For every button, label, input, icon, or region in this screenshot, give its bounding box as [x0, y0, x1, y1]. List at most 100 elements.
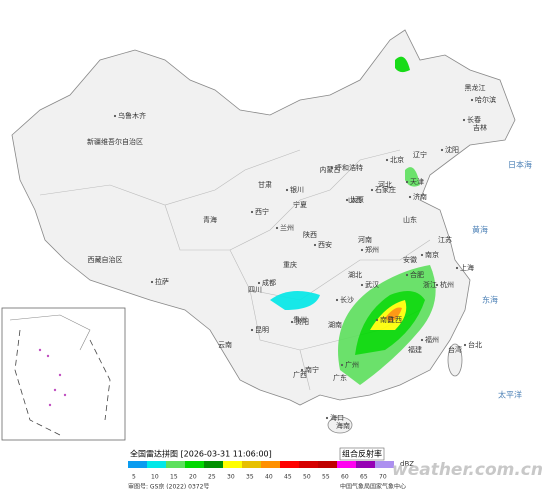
sea-label: 太平洋	[498, 390, 522, 400]
city-dot	[470, 98, 474, 102]
agency: 中国气象局国家气象中心	[340, 483, 406, 491]
sea-label: 日本海	[508, 160, 532, 170]
province-label: 四川	[248, 286, 262, 294]
province-label: 山西	[348, 195, 362, 204]
province-label: 河南	[358, 235, 372, 244]
scale-label: 45	[284, 474, 292, 481]
city-label: 北京	[390, 155, 404, 164]
scale-cell	[280, 461, 299, 468]
scale-cell	[299, 461, 318, 468]
province-label: 重庆	[283, 260, 297, 269]
city-label: 南京	[425, 250, 439, 259]
inset-south-china-sea	[1, 307, 126, 441]
city-label: 沈阳	[445, 145, 459, 154]
city-dot	[290, 320, 294, 324]
province-label: 贵州	[293, 315, 307, 324]
city-label: 成都	[262, 278, 276, 287]
city-label: 海口	[330, 413, 344, 422]
scale-cell	[356, 461, 375, 468]
city-dot	[313, 243, 317, 247]
city-label: 哈尔滨	[475, 95, 496, 104]
province-label: 河北	[378, 181, 392, 189]
unit: dBZ	[400, 460, 414, 468]
city-label: 贵阳	[295, 317, 309, 326]
province-label: 湖南	[328, 320, 342, 329]
city-label: 银川	[290, 185, 304, 194]
scale-label: 70	[379, 474, 387, 481]
scale-label: 65	[360, 474, 368, 481]
city-label: 合肥	[410, 270, 424, 279]
city-label: 广州	[345, 360, 359, 369]
scale-cell	[337, 461, 356, 468]
city-dot	[113, 114, 117, 118]
product-box	[339, 447, 385, 461]
province-label: 安徽	[403, 255, 417, 264]
city-dot	[405, 273, 409, 277]
city-dot	[463, 343, 467, 347]
province-label: 云南	[218, 340, 232, 349]
city-dot	[455, 266, 459, 270]
scale-label: 60	[341, 474, 349, 481]
city-label: 南宁	[305, 365, 319, 374]
taiwan	[447, 343, 463, 377]
scale-label: 50	[303, 474, 311, 481]
scale-label: 20	[189, 474, 197, 481]
city-dot	[435, 283, 439, 287]
province-label: 西藏自治区	[88, 255, 123, 264]
city-label: 杭州	[440, 280, 454, 289]
city-label: 长春	[467, 115, 481, 124]
city-label: 拉萨	[155, 277, 169, 286]
city-label: 西宁	[255, 207, 269, 216]
city-label: 济南	[413, 192, 427, 201]
brand: weather.com.cn	[392, 460, 543, 480]
city-label: 郑州	[365, 246, 379, 254]
province-label: 内蒙古	[320, 165, 341, 174]
city-dot	[420, 338, 424, 342]
scale-label: 10	[151, 474, 159, 481]
hainan	[327, 416, 353, 434]
radar-echoes	[270, 56, 436, 385]
city-dot	[462, 118, 466, 122]
province-label: 江苏	[438, 235, 452, 244]
scale-cell	[318, 461, 337, 468]
city-label: 上海	[460, 263, 474, 272]
province-label: 山东	[403, 215, 417, 224]
province-label: 福建	[408, 345, 422, 354]
scale-label: 30	[227, 474, 235, 481]
scale-cell	[128, 461, 147, 468]
legend-title: 全国雷达拼图 [2026-03-31 11:06:00]	[130, 449, 272, 459]
color-scale: 5 10 15 20 25 30 35 40 45 50 55 60 65 70	[128, 461, 394, 481]
scale-label: 35	[246, 474, 254, 481]
city-dot	[440, 148, 444, 152]
city-label: 呼和浩特	[335, 163, 363, 172]
city-label: 武汉	[365, 280, 379, 289]
city-label: 兰州	[280, 223, 294, 232]
city-dot	[370, 188, 374, 192]
city-dot	[385, 158, 389, 162]
city-label: 南昌	[380, 315, 394, 324]
province-label: 台湾	[448, 345, 462, 354]
scale-cell	[242, 461, 261, 468]
city-label: 昆明	[255, 326, 269, 334]
city-dot	[360, 283, 364, 287]
province-label: 辽宁	[413, 150, 427, 159]
city-label: 乌鲁木齐	[118, 111, 146, 120]
scale-cell	[185, 461, 204, 468]
scale-label: 25	[208, 474, 216, 481]
province-label: 湖北	[348, 270, 362, 279]
city-dot	[300, 368, 304, 372]
approval-number: 审图号: GS京 (2022) 0372号	[128, 483, 209, 491]
province-label: 新疆维吾尔自治区	[87, 137, 143, 146]
scale-label: 55	[322, 474, 330, 481]
city-dot	[257, 281, 261, 285]
scale-cell	[223, 461, 242, 468]
province-label: 浙江	[423, 280, 437, 289]
province-label: 青海	[203, 215, 217, 224]
scale-cell	[147, 461, 166, 468]
city-dot	[375, 318, 379, 322]
city-dot	[360, 248, 364, 252]
province-label: 宁夏	[293, 200, 307, 209]
city-label: 台北	[468, 340, 482, 349]
